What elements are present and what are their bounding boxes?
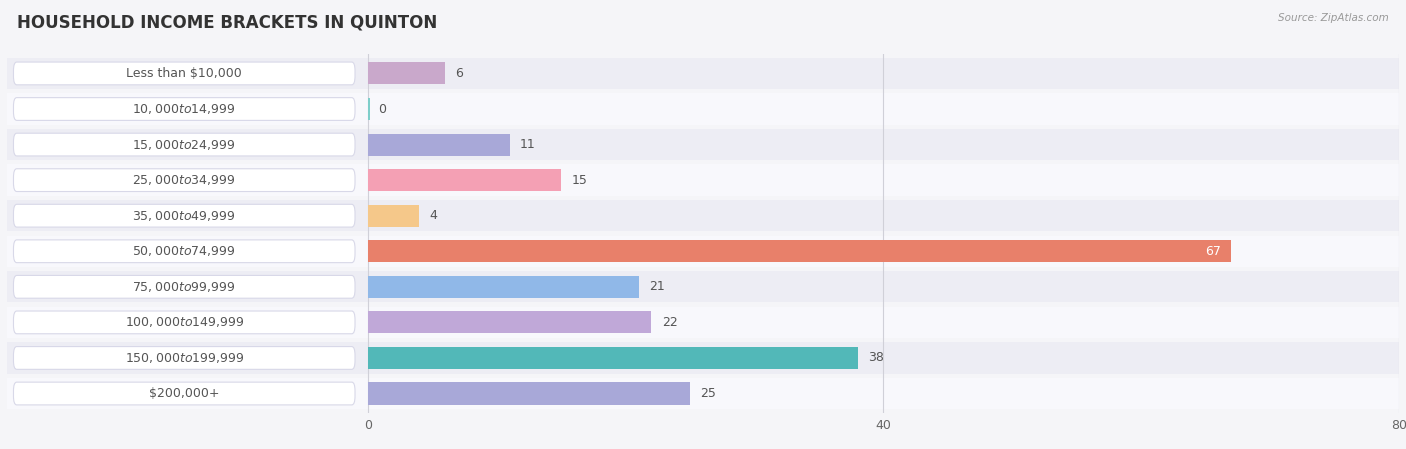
Bar: [368, 383, 690, 405]
Bar: [368, 205, 419, 227]
Text: $15,000 to $24,999: $15,000 to $24,999: [132, 137, 236, 152]
Text: $75,000 to $99,999: $75,000 to $99,999: [132, 280, 236, 294]
FancyBboxPatch shape: [14, 62, 354, 85]
FancyBboxPatch shape: [14, 204, 354, 227]
FancyBboxPatch shape: [14, 382, 354, 405]
Bar: [368, 347, 858, 369]
Bar: [7, 93, 1399, 125]
Text: $200,000+: $200,000+: [149, 387, 219, 400]
Bar: [7, 236, 1399, 267]
Text: 67: 67: [1205, 245, 1220, 258]
Bar: [368, 62, 446, 84]
FancyBboxPatch shape: [14, 240, 354, 263]
FancyBboxPatch shape: [14, 311, 354, 334]
Bar: [7, 378, 1399, 409]
Text: 0: 0: [378, 102, 387, 115]
Text: Source: ZipAtlas.com: Source: ZipAtlas.com: [1278, 13, 1389, 23]
Bar: [7, 58, 1399, 89]
FancyBboxPatch shape: [14, 275, 354, 298]
Text: 6: 6: [456, 67, 464, 80]
Text: 22: 22: [662, 316, 678, 329]
Bar: [7, 307, 1399, 338]
Bar: [368, 311, 651, 334]
Bar: [368, 98, 370, 120]
FancyBboxPatch shape: [14, 97, 354, 120]
Text: Less than $10,000: Less than $10,000: [127, 67, 242, 80]
Text: 21: 21: [648, 280, 665, 293]
Bar: [7, 271, 1399, 303]
Bar: [7, 164, 1399, 196]
Text: $100,000 to $149,999: $100,000 to $149,999: [125, 315, 245, 330]
Text: $10,000 to $14,999: $10,000 to $14,999: [132, 102, 236, 116]
Text: $150,000 to $199,999: $150,000 to $199,999: [125, 351, 245, 365]
FancyBboxPatch shape: [14, 133, 354, 156]
Bar: [368, 133, 509, 156]
FancyBboxPatch shape: [14, 347, 354, 370]
Text: 4: 4: [430, 209, 437, 222]
Text: HOUSEHOLD INCOME BRACKETS IN QUINTON: HOUSEHOLD INCOME BRACKETS IN QUINTON: [17, 13, 437, 31]
Text: 38: 38: [868, 352, 884, 365]
Bar: [7, 129, 1399, 160]
Text: 25: 25: [700, 387, 716, 400]
Bar: [368, 169, 561, 191]
Text: $35,000 to $49,999: $35,000 to $49,999: [132, 209, 236, 223]
Text: 15: 15: [571, 174, 588, 187]
Bar: [368, 276, 638, 298]
Text: $50,000 to $74,999: $50,000 to $74,999: [132, 244, 236, 258]
FancyBboxPatch shape: [14, 169, 354, 192]
Bar: [7, 200, 1399, 231]
Bar: [7, 342, 1399, 374]
Text: $25,000 to $34,999: $25,000 to $34,999: [132, 173, 236, 187]
Bar: [368, 240, 1232, 262]
Text: 11: 11: [520, 138, 536, 151]
